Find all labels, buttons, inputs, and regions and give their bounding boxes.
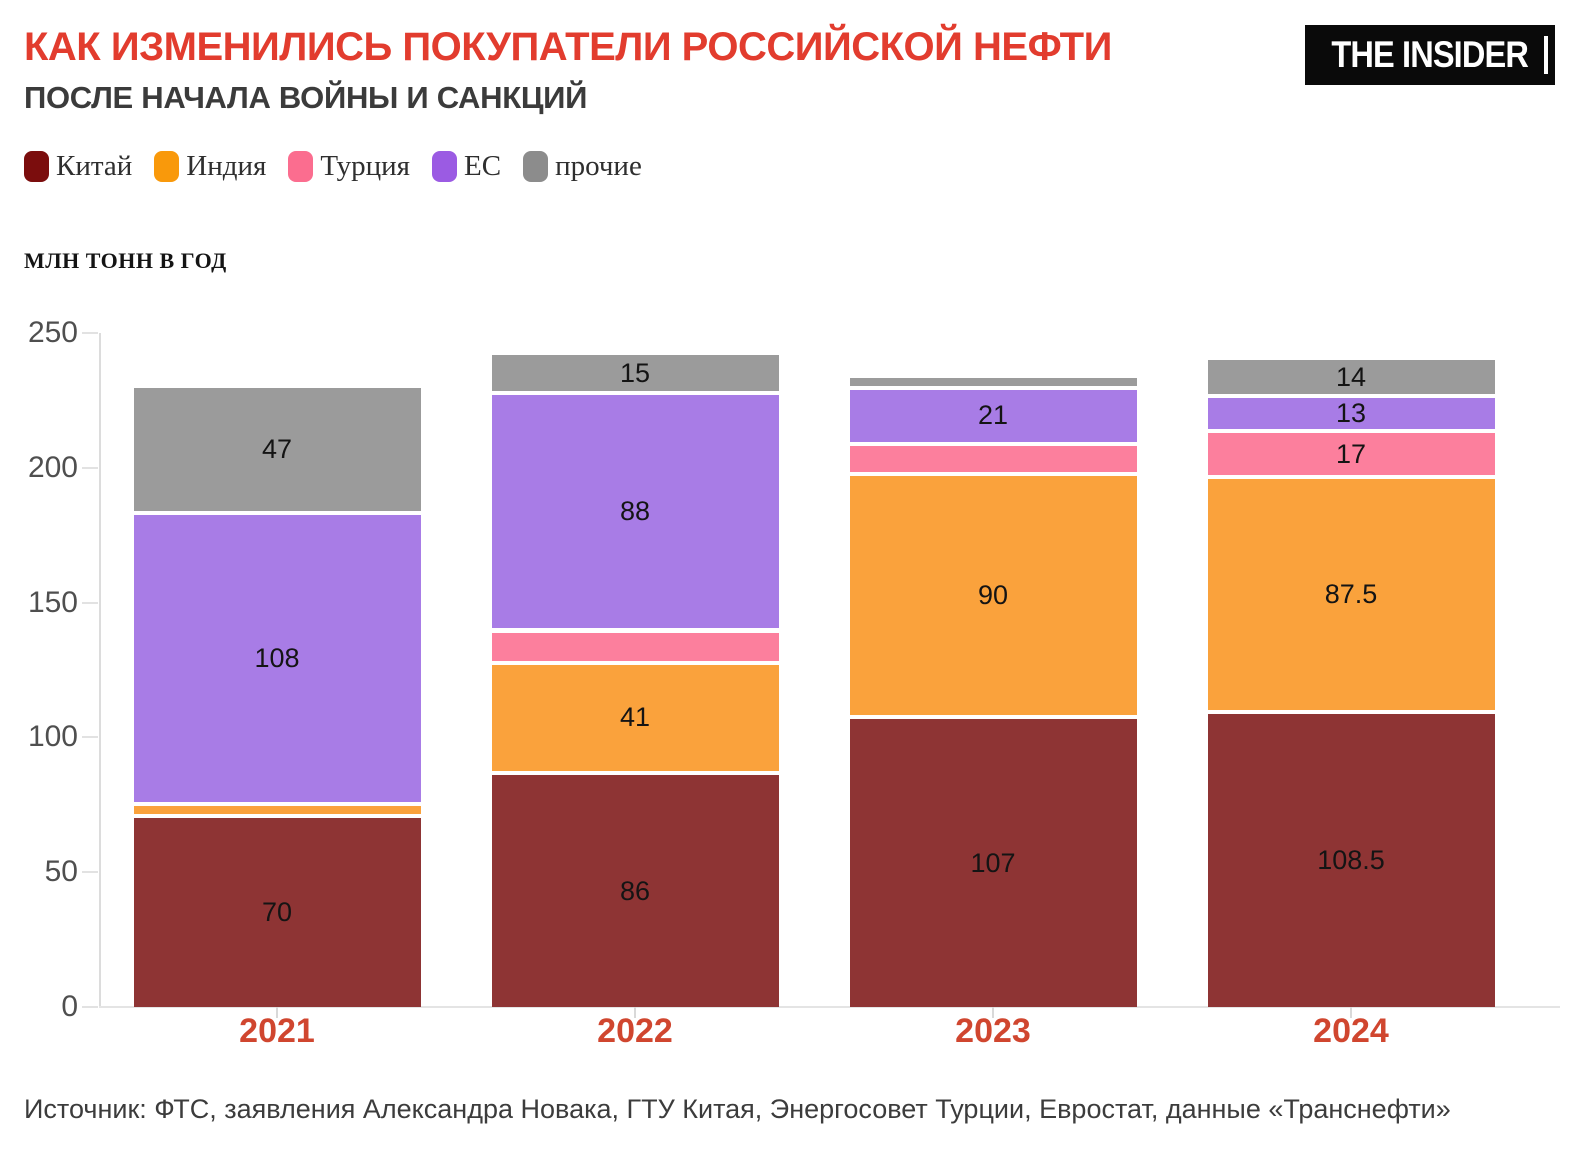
source-note: Источник: ФТС, заявления Александра Нова… xyxy=(24,1094,1451,1124)
legend-label: прочие xyxy=(555,150,642,182)
bar-segment-value: 108 xyxy=(254,643,300,673)
y-tick-dash xyxy=(82,332,98,334)
bar-segment-ЕС-2022: 88 xyxy=(491,395,779,632)
legend-label: Индия xyxy=(186,150,267,182)
page-subtitle: ПОСЛЕ НАЧАЛА ВОЙНЫ И САНКЦИЙ xyxy=(24,80,588,115)
legend-item: Турция xyxy=(288,150,410,183)
bar-segment-value: 88 xyxy=(619,496,651,526)
bar-segment-прочие-2021: 47 xyxy=(133,388,421,515)
bar-segment-прочие-2022: 15 xyxy=(491,355,779,395)
bar-segment-ЕС-2024: 13 xyxy=(1207,398,1495,433)
legend-label: Китай xyxy=(56,150,133,182)
y-tick-label: 250 xyxy=(27,316,78,349)
x-tick-mark xyxy=(276,1007,278,1018)
bar-segment-ЕС-2021: 108 xyxy=(133,515,421,806)
bar-segment-value: 14 xyxy=(1335,361,1367,392)
y-axis-unit-label: МЛН ТОНН В ГОД xyxy=(24,248,227,273)
y-tick-label: 200 xyxy=(27,450,78,484)
brand-logo-text: THE INSIDER xyxy=(1331,34,1529,75)
bar-segment-Турция-2024: 17 xyxy=(1207,433,1495,479)
legend-item: ЕС xyxy=(432,150,501,183)
plot-area: 70 108 47 86 41 88 15 107 90 21 108.5 87.5 17 13 14 xyxy=(99,333,1560,1007)
bar-segment-value: 47 xyxy=(261,434,293,464)
bar-segment-ЕС-2023: 21 xyxy=(849,389,1137,446)
bar-segment-Индия-2021 xyxy=(133,806,421,818)
y-tick-dash xyxy=(82,736,98,739)
bar-segment-value: 87.5 xyxy=(1324,578,1378,609)
legend-item: Индия xyxy=(154,150,266,183)
bar-segment-value: 13 xyxy=(1335,398,1367,428)
bar-segment-Индия-2022: 41 xyxy=(491,664,779,775)
bar-segment-прочие-2023 xyxy=(849,378,1137,390)
bar-segment-Китай-2023: 107 xyxy=(849,719,1137,1007)
y-tick-dash xyxy=(82,871,98,874)
x-tick-mark xyxy=(992,1007,994,1018)
bar-segment-value: 17 xyxy=(1335,438,1367,469)
y-tick-dash xyxy=(82,1006,98,1008)
legend-label: Турция xyxy=(320,150,411,182)
bar-segment-Индия-2024: 87.5 xyxy=(1207,478,1495,714)
bar-segment-прочие-2024: 14 xyxy=(1207,360,1495,398)
bar-segment-value: 86 xyxy=(619,875,651,906)
x-axis-year-label: 2022 xyxy=(597,1012,673,1050)
bar-column-2024: 108.5 87.5 17 13 14 xyxy=(1207,333,1495,1007)
bar-segment-Китай-2021: 70 xyxy=(133,818,421,1007)
bar-segment-value: 41 xyxy=(619,702,651,732)
bar-column-2021: 70 108 47 xyxy=(133,333,421,1007)
legend-swatch-icon xyxy=(154,151,180,182)
bar-segment-value: 108.5 xyxy=(1317,845,1385,875)
page-title: КАК ИЗМЕНИЛИСЬ ПОКУПАТЕЛИ РОССИЙСКОЙ НЕФ… xyxy=(24,25,1112,69)
y-tick-label: 0 xyxy=(61,990,78,1023)
legend-item: прочие xyxy=(523,150,642,183)
bar-column-2023: 107 90 21 xyxy=(849,333,1137,1007)
legend-label: ЕС xyxy=(464,150,502,182)
bar-segment-Китай-2022: 86 xyxy=(491,775,779,1007)
bar-segment-value: 70 xyxy=(261,897,293,927)
bar-segment-Китай-2024: 108.5 xyxy=(1207,714,1495,1007)
bar-column-2022: 86 41 88 15 xyxy=(491,333,779,1007)
x-axis-year-label: 2023 xyxy=(955,1012,1031,1050)
brand-logo: THE INSIDER xyxy=(1305,25,1555,85)
x-axis-year-label: 2021 xyxy=(239,1012,315,1050)
bar-segment-Индия-2023: 90 xyxy=(849,476,1137,719)
bar-segment-value: 15 xyxy=(619,357,651,388)
bar-segment-value: 21 xyxy=(977,400,1009,430)
bar-segment-value: 90 xyxy=(977,580,1009,610)
legend-swatch-icon xyxy=(432,151,458,182)
y-tick-dash xyxy=(82,601,98,604)
x-tick-mark xyxy=(634,1007,636,1018)
legend-swatch-icon xyxy=(24,151,49,182)
y-tick-dash xyxy=(82,466,98,469)
x-axis-year-label: 2024 xyxy=(1313,1012,1389,1050)
y-axis-line xyxy=(99,333,101,1007)
x-tick-mark xyxy=(1350,1007,1352,1018)
y-tick-label: 100 xyxy=(27,720,78,754)
brand-logo-cursor-bar xyxy=(1544,36,1548,74)
x-axis-line xyxy=(99,1006,1560,1008)
legend-item: Китай xyxy=(24,150,132,183)
legend-swatch-icon xyxy=(523,151,549,182)
legend: Китай Индия Турция ЕС прочие xyxy=(24,150,642,183)
y-tick-label: 150 xyxy=(27,585,78,619)
bar-segment-Турция-2022 xyxy=(491,633,779,665)
y-tick-label: 50 xyxy=(44,855,78,889)
bar-segment-Турция-2023 xyxy=(849,446,1137,476)
legend-swatch-icon xyxy=(288,151,314,182)
bar-segment-value: 107 xyxy=(970,847,1016,878)
